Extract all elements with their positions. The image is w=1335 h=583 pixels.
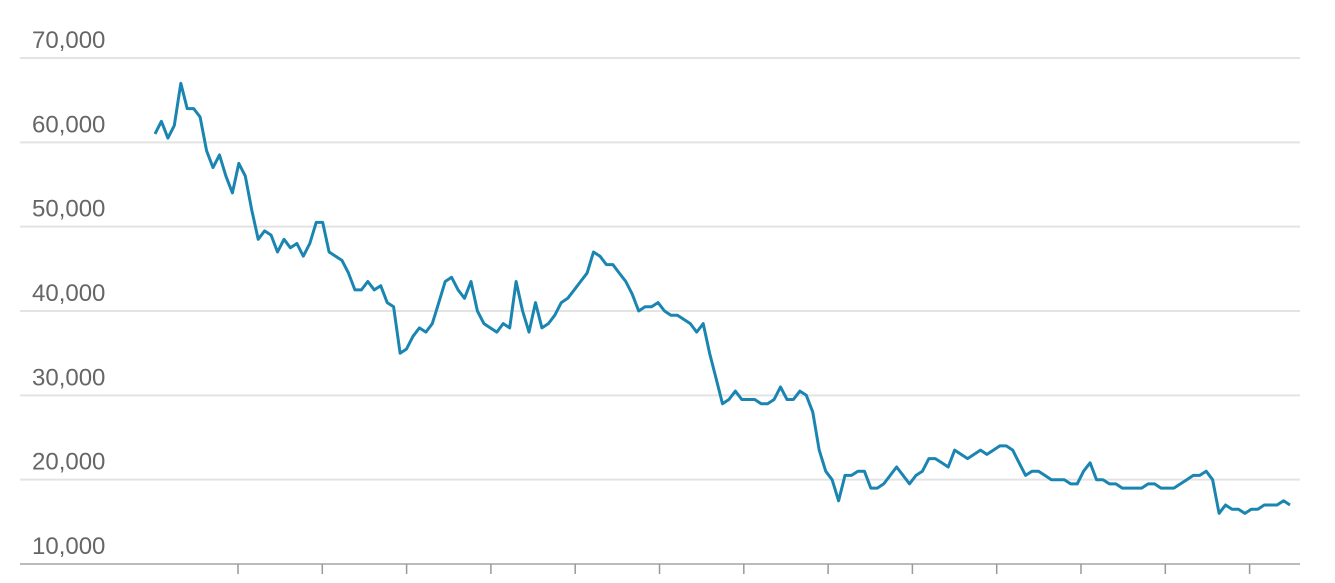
y-tick-label: 70,000 [32,27,105,54]
y-tick-label: 40,000 [32,280,105,307]
y-tick-label: 50,000 [32,196,105,223]
y-tick-label: 10,000 [32,533,105,560]
y-tick-label: 60,000 [32,111,105,138]
line [153,81,1291,515]
y-tick-label: 20,000 [32,449,105,476]
y-tick-label: 30,000 [32,364,105,391]
